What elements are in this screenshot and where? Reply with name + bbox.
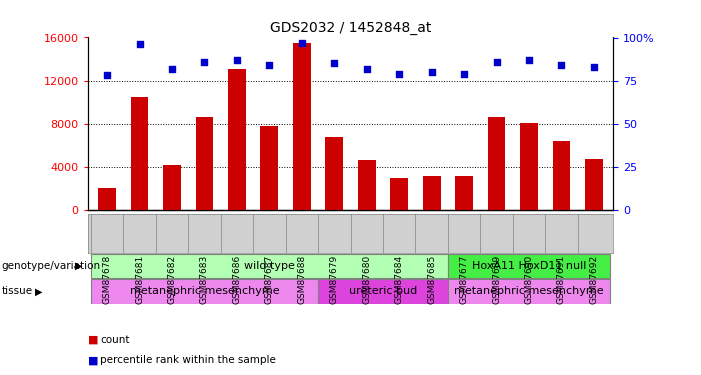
Bar	[423, 176, 440, 210]
Bar	[520, 123, 538, 210]
Bar	[488, 117, 505, 210]
Point	[556, 62, 567, 68]
Text: ■: ■	[88, 335, 102, 345]
Point	[199, 58, 210, 64]
Text: HoxA11 HoxD11 null: HoxA11 HoxD11 null	[472, 261, 586, 271]
Bar	[261, 126, 278, 210]
Text: genotype/variation: genotype/variation	[1, 261, 100, 271]
Text: percentile rank within the sample: percentile rank within the sample	[100, 356, 276, 365]
Text: tissue: tissue	[1, 286, 32, 296]
Bar	[358, 160, 376, 210]
Bar	[228, 69, 246, 210]
Bar	[390, 178, 408, 210]
Point	[393, 71, 404, 77]
Text: ▶: ▶	[76, 261, 83, 271]
Text: wild type: wild type	[244, 261, 295, 271]
Bar	[448, 254, 610, 278]
Text: ■: ■	[88, 356, 102, 365]
Bar	[552, 141, 571, 210]
Bar	[91, 254, 448, 278]
Point	[102, 72, 113, 78]
Bar	[98, 188, 116, 210]
Point	[264, 62, 275, 68]
Bar	[325, 137, 343, 210]
Point	[524, 57, 535, 63]
Point	[426, 69, 437, 75]
Point	[166, 66, 177, 72]
Bar	[293, 43, 311, 210]
Bar	[163, 165, 181, 210]
Text: metanephric mesenchyme: metanephric mesenchyme	[130, 286, 279, 296]
Point	[588, 64, 599, 70]
Text: ▶: ▶	[35, 286, 42, 296]
Title: GDS2032 / 1452848_at: GDS2032 / 1452848_at	[270, 21, 431, 35]
Point	[491, 58, 502, 64]
Point	[458, 71, 470, 77]
Bar	[585, 159, 603, 210]
Point	[134, 41, 145, 47]
Bar	[318, 279, 448, 304]
Text: metanephric mesenchyme: metanephric mesenchyme	[454, 286, 604, 296]
Bar	[130, 97, 149, 210]
Point	[361, 66, 372, 72]
Point	[329, 60, 340, 66]
Bar	[455, 176, 473, 210]
Point	[297, 40, 308, 46]
Text: count: count	[100, 335, 130, 345]
Bar	[91, 279, 318, 304]
Point	[231, 57, 243, 63]
Bar	[196, 117, 213, 210]
Bar	[448, 279, 610, 304]
Text: ureteric bud: ureteric bud	[349, 286, 417, 296]
